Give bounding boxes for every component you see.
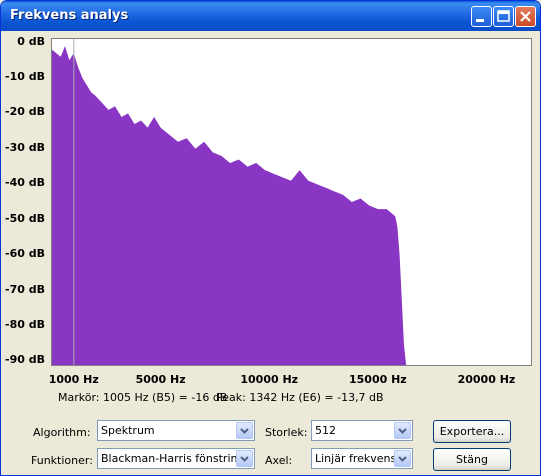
close-window-button[interactable] — [515, 6, 536, 27]
y-tick-label: -50 dB — [5, 211, 45, 225]
size-label: Storlek: — [265, 426, 308, 439]
spectrum-area — [52, 46, 407, 365]
y-tick-label: -10 dB — [5, 69, 45, 83]
x-tick-label: 1000 Hz — [48, 373, 99, 386]
minimize-icon — [476, 19, 484, 22]
y-tick-label: 0 dB — [17, 34, 45, 48]
functions-value: Blackman-Harris fönstring — [101, 452, 245, 465]
x-tick-label: 20000 Hz — [457, 373, 516, 386]
x-tick-label: 10000 Hz — [240, 373, 299, 386]
x-tick-label: 5000 Hz — [135, 373, 186, 386]
algorithm-label: Algorithm: — [33, 426, 91, 439]
title-bar[interactable]: Frekvens analys — [1, 1, 540, 31]
spectrum-chart — [52, 39, 407, 365]
y-tick-label: -20 dB — [5, 105, 45, 119]
y-tick-label: -40 dB — [5, 176, 45, 190]
window-title: Frekvens analys — [10, 8, 129, 23]
close-button[interactable]: Stäng — [433, 448, 511, 471]
size-value: 512 — [315, 424, 336, 437]
y-tick-label: -70 dB — [5, 282, 45, 296]
marker-readout: Markör: 1005 Hz (B5) = -16 dB — [58, 391, 228, 404]
minimize-button[interactable] — [471, 6, 492, 27]
spectrum-plot[interactable] — [51, 38, 532, 366]
y-tick-label: -90 dB — [5, 353, 45, 367]
axis-value: Linjär frekvens — [315, 452, 397, 465]
maximize-icon — [497, 10, 510, 22]
axis-label: Axel: — [265, 454, 293, 467]
y-tick-label: -30 dB — [5, 140, 45, 154]
axis-select[interactable]: Linjär frekvens — [311, 448, 413, 469]
chevron-down-icon[interactable] — [236, 450, 253, 467]
y-tick-label: -80 dB — [5, 318, 45, 332]
functions-label: Funktioner: — [31, 454, 93, 467]
functions-select[interactable]: Blackman-Harris fönstring — [97, 448, 255, 469]
chevron-down-icon[interactable] — [236, 422, 253, 439]
algorithm-value: Spektrum — [101, 424, 155, 437]
peak-readout: Peak: 1342 Hz (E6) = -13,7 dB — [216, 391, 384, 404]
maximize-button[interactable] — [493, 6, 514, 27]
algorithm-select[interactable]: Spektrum — [97, 420, 255, 441]
export-button[interactable]: Exportera... — [433, 420, 511, 443]
x-tick-label: 15000 Hz — [348, 373, 407, 386]
size-select[interactable]: 512 — [311, 420, 413, 441]
y-tick-label: -60 dB — [5, 247, 45, 261]
close-icon — [520, 11, 531, 22]
chevron-down-icon[interactable] — [394, 422, 411, 439]
chevron-down-icon[interactable] — [394, 450, 411, 467]
